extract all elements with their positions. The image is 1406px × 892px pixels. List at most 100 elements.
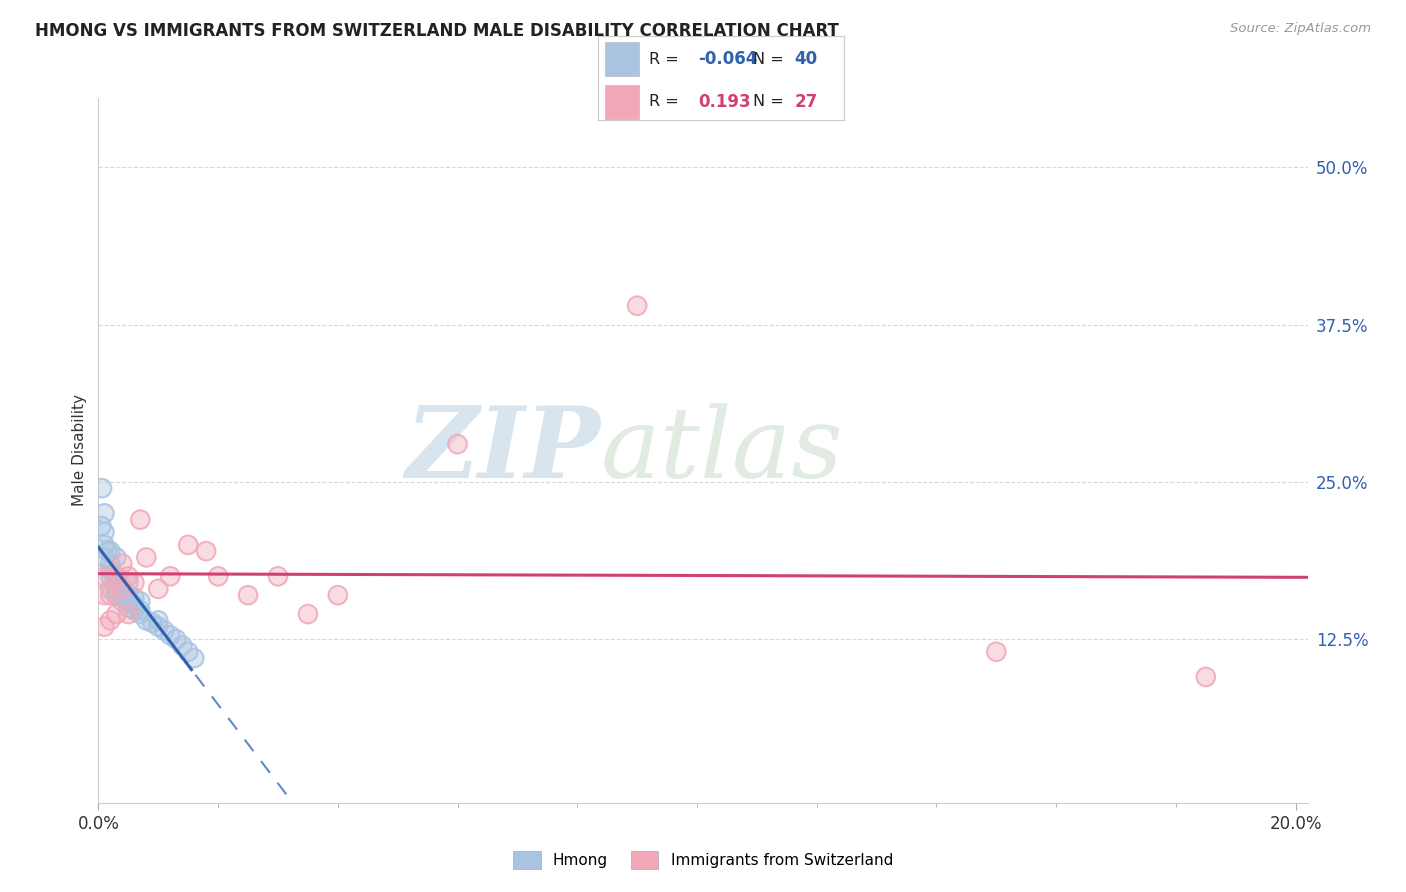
Point	[93, 569, 115, 583]
Point	[129, 607, 152, 621]
Point	[159, 569, 181, 583]
Point	[165, 632, 187, 647]
FancyBboxPatch shape	[605, 85, 640, 119]
Point	[117, 588, 139, 602]
Point	[195, 544, 218, 558]
Point	[135, 613, 157, 627]
Point	[93, 588, 115, 602]
Text: N =: N =	[752, 95, 789, 110]
Point	[236, 588, 259, 602]
Point	[148, 620, 170, 634]
Point	[105, 588, 128, 602]
Point	[93, 507, 115, 521]
Point	[111, 582, 134, 596]
Point	[148, 582, 170, 596]
Point	[100, 588, 122, 602]
Text: HMONG VS IMMIGRANTS FROM SWITZERLAND MALE DISABILITY CORRELATION CHART: HMONG VS IMMIGRANTS FROM SWITZERLAND MAL…	[35, 22, 839, 40]
Point	[100, 582, 122, 596]
Point	[297, 607, 319, 621]
Point	[111, 557, 134, 571]
Point	[183, 651, 205, 665]
Point	[129, 603, 152, 617]
Point	[141, 615, 163, 630]
Point	[105, 569, 128, 583]
Point	[117, 600, 139, 615]
Point	[111, 582, 134, 596]
Point	[124, 575, 146, 590]
Point	[100, 582, 122, 596]
Point	[100, 588, 122, 602]
Text: R =: R =	[650, 95, 685, 110]
Point	[90, 519, 112, 533]
Point	[124, 599, 146, 613]
Point	[111, 594, 134, 608]
Point	[148, 613, 170, 627]
Point	[236, 588, 259, 602]
Point	[135, 613, 157, 627]
Point	[117, 575, 139, 590]
Point	[93, 538, 115, 552]
Point	[93, 538, 115, 552]
Point	[129, 594, 152, 608]
Point	[111, 588, 134, 602]
Point	[105, 569, 128, 583]
Point	[135, 550, 157, 565]
Legend: Hmong, Immigrants from Switzerland: Hmong, Immigrants from Switzerland	[513, 850, 893, 869]
Point	[105, 607, 128, 621]
Point	[297, 607, 319, 621]
Point	[93, 620, 115, 634]
Point	[129, 603, 152, 617]
Point	[159, 628, 181, 642]
Point	[141, 615, 163, 630]
Point	[105, 582, 128, 596]
Text: 40: 40	[794, 51, 817, 69]
Point	[111, 557, 134, 571]
Point	[153, 624, 176, 638]
Point	[93, 550, 115, 565]
Point	[117, 569, 139, 583]
Point	[90, 519, 112, 533]
Point	[105, 607, 128, 621]
Point	[93, 550, 115, 565]
Point	[105, 550, 128, 565]
Point	[100, 613, 122, 627]
Point	[124, 603, 146, 617]
Point	[159, 628, 181, 642]
Point	[100, 569, 122, 583]
Point	[124, 591, 146, 605]
Point	[96, 544, 118, 558]
FancyBboxPatch shape	[605, 43, 640, 77]
Point	[117, 575, 139, 590]
Text: atlas: atlas	[600, 403, 844, 498]
Point	[446, 437, 468, 451]
Point	[195, 544, 218, 558]
Point	[135, 550, 157, 565]
Point	[207, 569, 229, 583]
Point	[111, 582, 134, 596]
Point	[148, 582, 170, 596]
Point	[100, 557, 122, 571]
Point	[105, 569, 128, 583]
Point	[117, 607, 139, 621]
Text: Source: ZipAtlas.com: Source: ZipAtlas.com	[1230, 22, 1371, 36]
Point	[172, 639, 194, 653]
Text: N =: N =	[752, 52, 789, 67]
Point	[100, 544, 122, 558]
Point	[105, 582, 128, 596]
Y-axis label: Male Disability: Male Disability	[72, 394, 87, 507]
Point	[267, 569, 290, 583]
Point	[100, 613, 122, 627]
Point	[105, 588, 128, 602]
Point	[177, 645, 200, 659]
Point	[124, 599, 146, 613]
Point	[129, 607, 152, 621]
Point	[159, 569, 181, 583]
Point	[100, 557, 122, 571]
Point	[326, 588, 349, 602]
Point	[207, 569, 229, 583]
Point	[177, 538, 200, 552]
Point	[153, 624, 176, 638]
Point	[129, 513, 152, 527]
Point	[93, 620, 115, 634]
Point	[105, 550, 128, 565]
